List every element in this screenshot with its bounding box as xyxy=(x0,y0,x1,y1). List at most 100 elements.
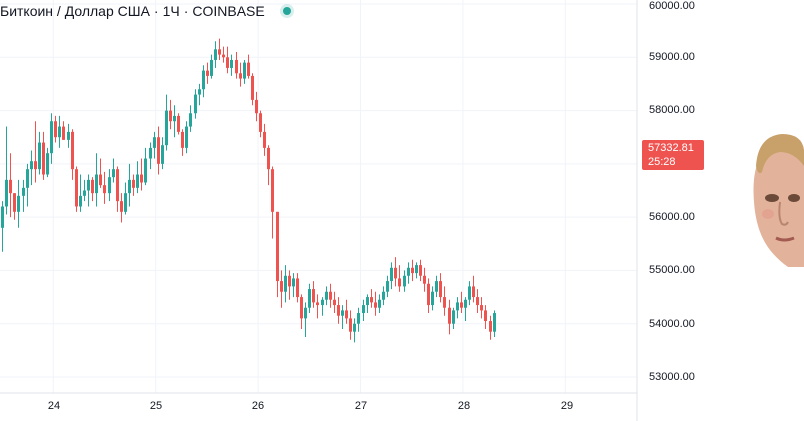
candle xyxy=(165,94,168,151)
candle-body xyxy=(9,179,12,194)
candle-body xyxy=(390,267,393,282)
candle xyxy=(235,51,238,79)
candle-body xyxy=(62,126,65,140)
candle-body xyxy=(71,131,74,170)
candle-body xyxy=(22,187,25,196)
candle-body xyxy=(58,126,61,138)
candle xyxy=(30,150,33,186)
candle-body xyxy=(386,281,389,292)
candle-body xyxy=(202,70,205,90)
candle-body xyxy=(157,137,160,164)
candle xyxy=(284,265,287,303)
candle-body xyxy=(140,174,143,183)
candle xyxy=(456,297,459,319)
candle xyxy=(202,65,205,98)
candle-body xyxy=(67,131,70,140)
candle-body xyxy=(357,313,360,324)
candle-body xyxy=(206,70,209,76)
candle xyxy=(169,99,172,130)
candle xyxy=(464,297,467,322)
candle-body xyxy=(226,57,229,68)
candle-body xyxy=(435,281,438,292)
candle xyxy=(198,83,201,106)
candle-body xyxy=(398,278,401,287)
candle-body xyxy=(489,321,492,332)
candle xyxy=(431,286,434,311)
candle-body xyxy=(349,318,352,332)
candle-body xyxy=(353,323,356,332)
candles xyxy=(1,38,496,343)
candle xyxy=(271,166,274,239)
candle-body xyxy=(341,310,344,316)
candle xyxy=(435,275,438,298)
candle xyxy=(67,123,70,148)
candle-body xyxy=(407,267,410,276)
candle-body xyxy=(132,179,135,188)
candle xyxy=(423,267,426,292)
symbol-name[interactable]: Биткоин / Доллар США xyxy=(0,3,150,19)
candle xyxy=(230,54,233,76)
candle xyxy=(370,289,373,308)
candle-body xyxy=(165,110,168,146)
candle xyxy=(50,113,53,164)
x-tick-label: 27 xyxy=(354,400,368,412)
candle xyxy=(214,41,217,68)
candle xyxy=(132,174,135,196)
candle-body xyxy=(194,94,197,114)
candle-body xyxy=(255,99,258,114)
candle xyxy=(62,121,65,140)
candle-body xyxy=(431,291,434,306)
candle-body xyxy=(198,89,201,95)
candle-body xyxy=(484,310,487,322)
candle xyxy=(116,166,119,212)
candle xyxy=(149,142,152,170)
last-price-badge: 57332.81 25:28 xyxy=(642,140,704,170)
candle-body xyxy=(87,179,90,191)
header-separator: · xyxy=(183,3,189,19)
x-tick-label: 24 xyxy=(47,400,61,412)
candle-body xyxy=(316,302,319,306)
candle-body xyxy=(312,289,315,303)
candle-body xyxy=(345,310,348,319)
candle-body xyxy=(337,305,340,316)
symbol-header[interactable]: Биткоин / Доллар США · 1Ч · COINBASE xyxy=(0,2,291,20)
candle xyxy=(177,113,180,135)
candle-body xyxy=(468,286,471,300)
candle xyxy=(54,115,57,143)
candle-body xyxy=(476,297,479,306)
candle-body xyxy=(276,211,279,282)
candle xyxy=(484,305,487,330)
candle-body xyxy=(185,126,188,148)
candle-body xyxy=(99,174,102,186)
candle-body xyxy=(169,110,172,122)
candle xyxy=(58,115,61,148)
candle-body xyxy=(116,169,119,202)
candle-body xyxy=(280,281,283,292)
market-status-icon xyxy=(282,7,291,15)
candle xyxy=(91,177,94,202)
candle xyxy=(75,166,78,212)
candle-body xyxy=(304,307,307,319)
candle-body xyxy=(214,49,217,60)
candle-body xyxy=(54,121,57,138)
candle xyxy=(337,297,340,324)
candle-body xyxy=(108,177,111,194)
candle-body xyxy=(333,299,336,306)
candle-body xyxy=(5,179,8,207)
candle xyxy=(255,91,258,122)
x-tick-label: 26 xyxy=(251,400,265,412)
candle-body xyxy=(419,265,422,276)
candle-body xyxy=(362,305,365,314)
candle-body xyxy=(263,131,266,148)
candle xyxy=(366,294,369,314)
y-tick-label: 54000.00 xyxy=(649,318,695,330)
candle xyxy=(161,137,164,170)
candle-body xyxy=(13,193,16,212)
y-tick-label: 58000.00 xyxy=(649,104,695,116)
candle xyxy=(325,286,328,306)
interval-label[interactable]: 1Ч xyxy=(162,3,180,19)
candle-body xyxy=(42,142,45,175)
candle xyxy=(181,129,184,156)
candle xyxy=(276,211,279,298)
